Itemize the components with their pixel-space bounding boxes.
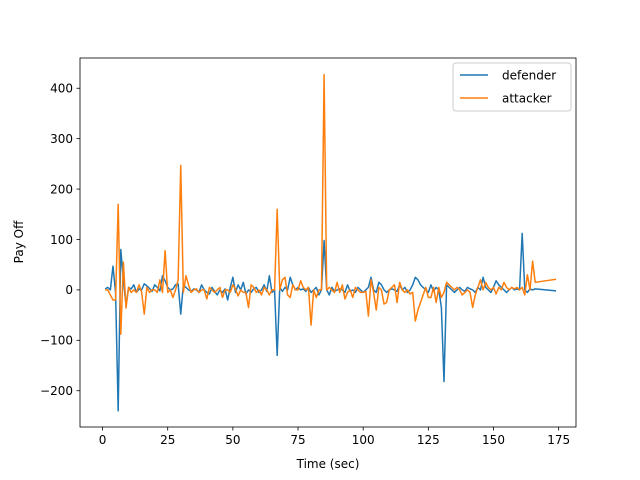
y-axis-label: Pay Off <box>12 220 26 263</box>
legend-label-defender: defender <box>502 69 556 83</box>
y-tick-label: 0 <box>65 283 73 297</box>
x-tick-label: 125 <box>417 433 440 447</box>
x-tick-label: 50 <box>225 433 240 447</box>
y-tick-label: 100 <box>50 233 73 247</box>
y-axis-ticks: −200 −100 0 100 200 300 400 <box>40 82 80 398</box>
x-tick-label: 150 <box>482 433 505 447</box>
series-line-attacker <box>105 73 557 335</box>
series-layer <box>104 73 557 412</box>
x-axis-label: Time (sec) <box>296 457 360 471</box>
x-tick-label: 175 <box>547 433 570 447</box>
y-tick-label: 200 <box>50 182 73 196</box>
legend: defender attacker <box>452 62 572 112</box>
series-line-defender <box>104 232 557 412</box>
x-tick-label: 0 <box>99 433 107 447</box>
x-tick-label: 75 <box>290 433 305 447</box>
x-tick-label: 100 <box>352 433 375 447</box>
y-tick-label: −100 <box>40 334 73 348</box>
x-axis-ticks: 0 25 50 75 100 125 150 175 <box>99 427 570 447</box>
legend-label-attacker: attacker <box>502 92 552 106</box>
y-tick-label: −200 <box>40 384 73 398</box>
y-tick-label: 400 <box>50 82 73 96</box>
y-tick-label: 300 <box>50 132 73 146</box>
plot-area <box>80 58 576 427</box>
x-tick-label: 25 <box>160 433 175 447</box>
plot-frame <box>79 57 577 428</box>
